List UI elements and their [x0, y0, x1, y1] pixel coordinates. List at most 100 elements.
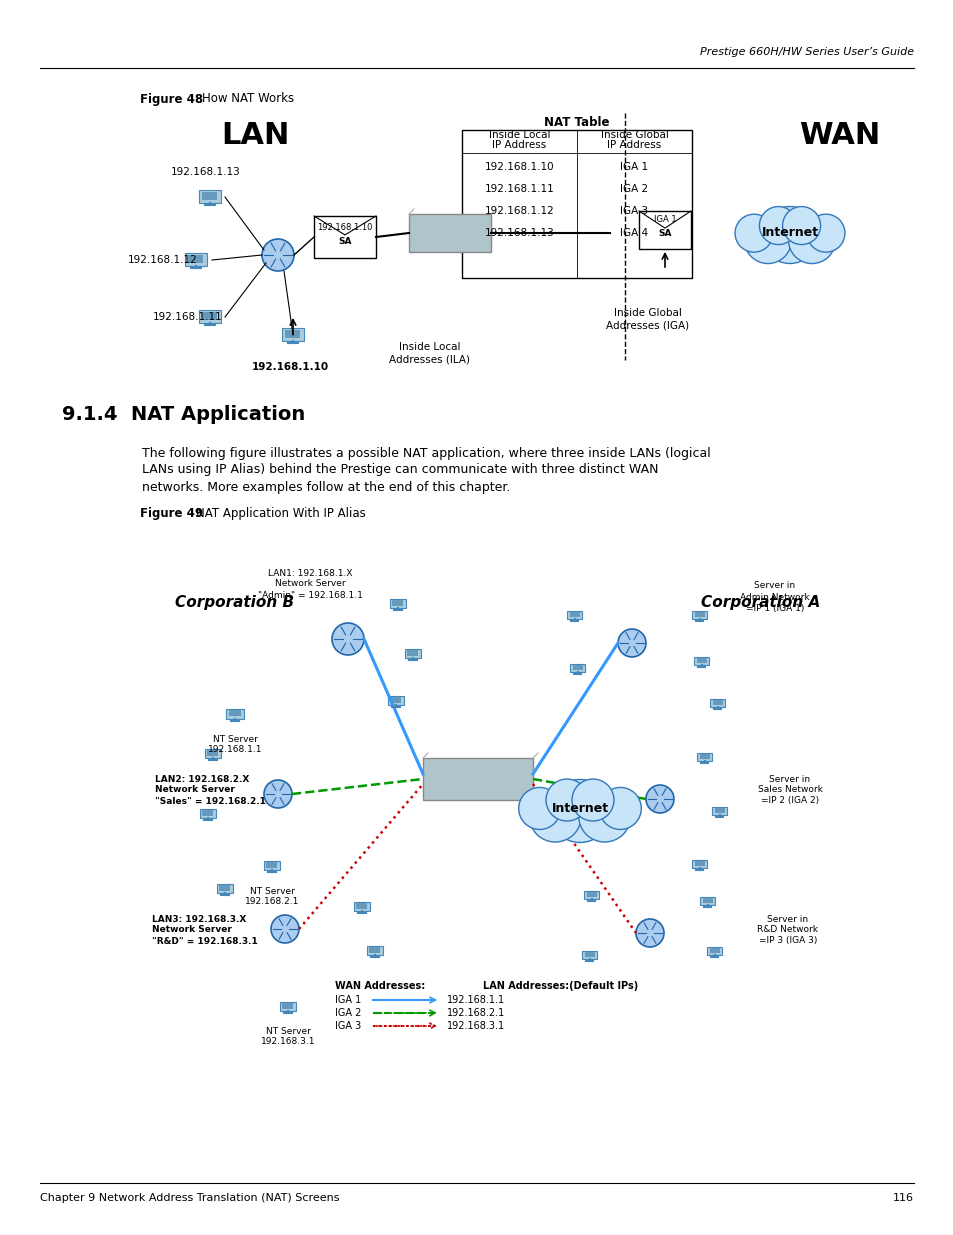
FancyBboxPatch shape: [422, 758, 533, 800]
Text: 192.168.2.1: 192.168.2.1: [245, 898, 299, 906]
Text: IGA 3: IGA 3: [619, 206, 648, 216]
Text: LAN Addresses:(Default IPs): LAN Addresses:(Default IPs): [482, 981, 638, 990]
Text: Server in: Server in: [766, 914, 808, 924]
Text: 9.1.4  NAT Application: 9.1.4 NAT Application: [62, 405, 305, 425]
Circle shape: [264, 781, 292, 808]
FancyBboxPatch shape: [208, 750, 218, 756]
Text: IGA 2: IGA 2: [335, 1008, 361, 1018]
Circle shape: [529, 790, 580, 842]
Text: 192.168.1.10: 192.168.1.10: [484, 162, 554, 172]
FancyBboxPatch shape: [567, 610, 582, 619]
FancyBboxPatch shape: [285, 330, 300, 338]
Text: Prestige 660H/HW Series User’s Guide: Prestige 660H/HW Series User’s Guide: [700, 47, 913, 57]
Text: 192.168.1.12: 192.168.1.12: [128, 254, 197, 266]
FancyBboxPatch shape: [390, 599, 406, 609]
Text: Inside Local: Inside Local: [399, 342, 460, 352]
FancyBboxPatch shape: [709, 947, 720, 953]
Text: IP Address: IP Address: [607, 140, 661, 149]
Text: Addresses (ILA): Addresses (ILA): [389, 354, 470, 364]
Text: NT Server: NT Server: [250, 887, 294, 895]
Text: Internet: Internet: [760, 226, 818, 238]
FancyBboxPatch shape: [404, 650, 421, 658]
Text: NT Server: NT Server: [265, 1026, 310, 1035]
FancyBboxPatch shape: [697, 752, 712, 761]
Text: 192.168.2.1: 192.168.2.1: [447, 1008, 505, 1018]
Text: LANs using IP Alias) behind the Prestige can communicate with three distinct WAN: LANs using IP Alias) behind the Prestige…: [142, 463, 658, 477]
FancyBboxPatch shape: [569, 611, 579, 618]
FancyBboxPatch shape: [202, 311, 217, 320]
Circle shape: [734, 214, 772, 252]
Circle shape: [759, 206, 797, 245]
Text: Chapter 9 Network Address Translation (NAT) Screens: Chapter 9 Network Address Translation (N…: [40, 1193, 339, 1203]
Text: SA: SA: [658, 230, 671, 238]
Text: Internet: Internet: [551, 802, 608, 815]
Circle shape: [545, 779, 587, 821]
FancyBboxPatch shape: [356, 903, 367, 909]
Text: "Sales" = 192.168.2.1: "Sales" = 192.168.2.1: [154, 797, 266, 805]
Circle shape: [787, 216, 835, 263]
FancyBboxPatch shape: [387, 697, 404, 705]
Text: 192.168.3.1: 192.168.3.1: [447, 1021, 504, 1031]
Circle shape: [271, 915, 298, 944]
FancyBboxPatch shape: [281, 329, 304, 341]
Circle shape: [262, 240, 294, 270]
FancyBboxPatch shape: [216, 884, 233, 893]
Text: 192.168.1.11: 192.168.1.11: [153, 312, 223, 322]
FancyBboxPatch shape: [702, 898, 712, 903]
FancyBboxPatch shape: [692, 610, 707, 619]
FancyBboxPatch shape: [586, 892, 597, 897]
Text: WAN: WAN: [799, 121, 880, 149]
FancyBboxPatch shape: [409, 214, 491, 252]
Text: Addresses (IGA): Addresses (IGA): [606, 320, 689, 330]
Circle shape: [743, 216, 791, 263]
FancyBboxPatch shape: [199, 809, 216, 819]
FancyBboxPatch shape: [695, 611, 704, 618]
Circle shape: [332, 622, 364, 655]
FancyBboxPatch shape: [700, 897, 715, 905]
FancyBboxPatch shape: [712, 699, 722, 705]
Text: The following figure illustrates a possible NAT application, where three inside : The following figure illustrates a possi…: [142, 447, 710, 459]
FancyBboxPatch shape: [582, 951, 597, 960]
FancyBboxPatch shape: [639, 211, 690, 249]
FancyBboxPatch shape: [266, 862, 277, 868]
Text: Server in: Server in: [769, 774, 810, 783]
Text: =IP 3 (IGA 3): =IP 3 (IGA 3): [758, 936, 817, 946]
FancyBboxPatch shape: [202, 191, 217, 200]
Text: Network Server: Network Server: [154, 785, 234, 794]
Text: IGA 3: IGA 3: [335, 1021, 361, 1031]
FancyBboxPatch shape: [707, 946, 721, 955]
Circle shape: [598, 788, 640, 830]
FancyBboxPatch shape: [366, 946, 383, 956]
FancyBboxPatch shape: [700, 753, 709, 760]
Text: Inside Local: Inside Local: [488, 130, 550, 140]
Text: networks. More examples follow at the end of this chapter.: networks. More examples follow at the en…: [142, 480, 510, 494]
FancyBboxPatch shape: [282, 1003, 294, 1009]
Text: SA: SA: [338, 236, 352, 246]
Text: IGA 1: IGA 1: [335, 995, 361, 1005]
FancyBboxPatch shape: [189, 254, 203, 263]
Circle shape: [578, 790, 630, 842]
Text: Network Server: Network Server: [152, 925, 232, 935]
Text: Corporation A: Corporation A: [700, 595, 820, 610]
Circle shape: [518, 788, 560, 830]
FancyBboxPatch shape: [226, 709, 244, 719]
FancyBboxPatch shape: [407, 650, 418, 656]
Text: 192.168.1.10: 192.168.1.10: [252, 362, 328, 372]
Text: LAN1: 192.168.1.X: LAN1: 192.168.1.X: [268, 568, 352, 578]
Text: NT Server: NT Server: [213, 735, 257, 743]
Text: Figure 48: Figure 48: [140, 93, 203, 105]
Text: Inside Global: Inside Global: [614, 308, 681, 317]
Text: 192.168.1.13: 192.168.1.13: [484, 228, 554, 238]
Text: 192.168.3.1: 192.168.3.1: [260, 1037, 314, 1046]
FancyBboxPatch shape: [263, 861, 280, 871]
Circle shape: [645, 785, 673, 813]
Text: LAN2: 192.168.2.X: LAN2: 192.168.2.X: [154, 774, 249, 783]
Text: LAN: LAN: [220, 121, 289, 149]
FancyBboxPatch shape: [198, 310, 221, 324]
FancyBboxPatch shape: [584, 951, 595, 957]
Circle shape: [806, 214, 844, 252]
FancyBboxPatch shape: [205, 750, 221, 758]
Text: Sales Network: Sales Network: [757, 785, 821, 794]
Text: Inside Global: Inside Global: [600, 130, 668, 140]
FancyBboxPatch shape: [692, 860, 707, 868]
